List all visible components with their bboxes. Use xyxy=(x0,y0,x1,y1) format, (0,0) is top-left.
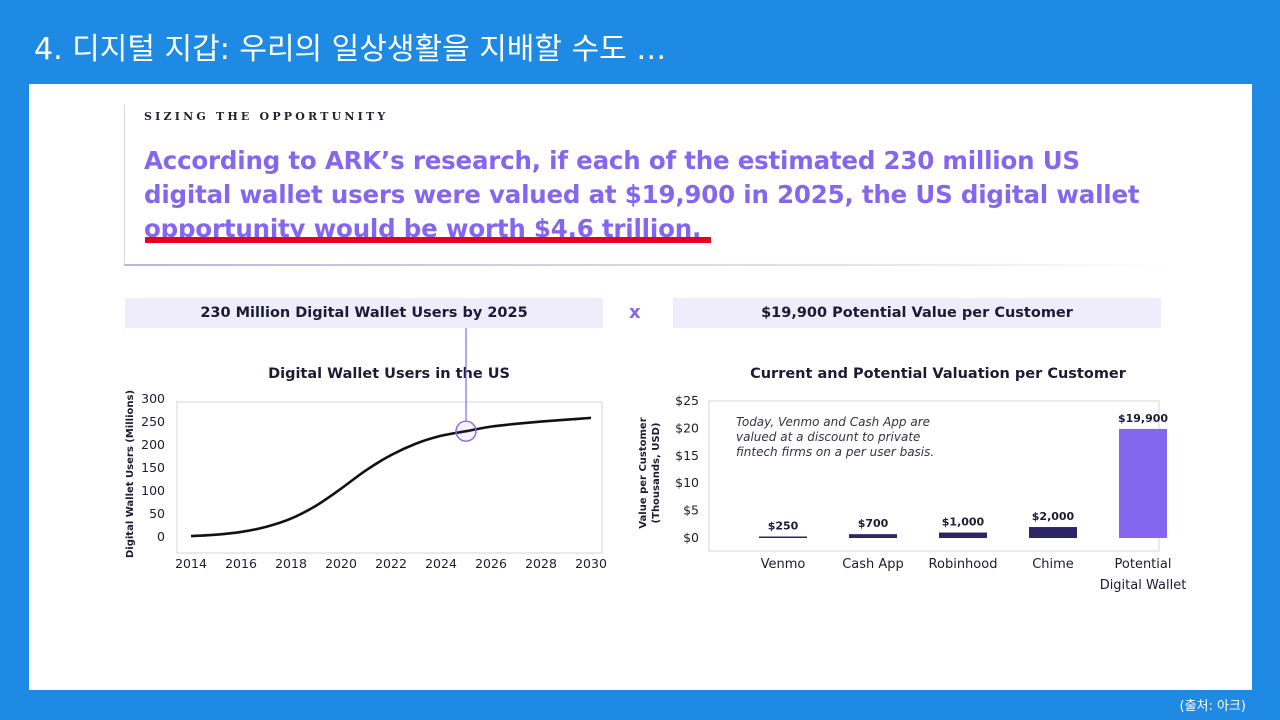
category-label: Robinhood xyxy=(929,557,998,572)
y-tick-label: $15 xyxy=(675,448,699,463)
highlight-circle xyxy=(455,420,477,442)
line-series xyxy=(190,416,592,538)
x-tick-label: 2024 xyxy=(425,556,457,571)
y-tick-label: 150 xyxy=(141,460,165,475)
red-underline xyxy=(145,237,711,243)
bar-value-label: $1,000 xyxy=(942,516,985,529)
y-tick-label: $25 xyxy=(675,393,699,408)
headline-divider xyxy=(124,264,1174,266)
bar-chart-annotation: Today, Venmo and Cash App are valued at a… xyxy=(736,415,934,459)
bar-value-label: $19,900 xyxy=(1118,412,1168,425)
y-tick-label: $10 xyxy=(675,475,699,490)
y-tick-label: $0 xyxy=(683,530,699,545)
bar xyxy=(849,534,897,538)
category-label: Venmo xyxy=(761,557,806,572)
category-label: Cash App xyxy=(842,557,904,572)
y-tick-label: 250 xyxy=(141,414,165,429)
y-tick-label: 300 xyxy=(141,391,165,406)
y-tick-label: 200 xyxy=(141,437,165,452)
x-tick-label: 2028 xyxy=(525,556,557,571)
value-band: $19,900 Potential Value per Customer xyxy=(673,298,1161,328)
headline-left-rule xyxy=(124,104,125,266)
line-chart-title: Digital Wallet Users in the US xyxy=(268,366,510,382)
x-tick-label: 2016 xyxy=(225,556,257,571)
bar-chart-ylabel: Value per Customer (Thousands, USD) xyxy=(638,417,662,528)
x-tick-label: 2022 xyxy=(375,556,407,571)
slide-title: 4. 디지털 지갑: 우리의 일상생활을 지배할 수도 … xyxy=(34,32,667,67)
bar-chart-ylabel-line1: Value per Customer xyxy=(638,417,649,528)
y-tick-label: 50 xyxy=(149,506,165,521)
line-chart-ylabel: Digital Wallet Users (Millions) xyxy=(125,390,136,558)
bar-value-label: $250 xyxy=(768,520,799,533)
bar xyxy=(939,532,987,538)
source-note: (출처: 아크) xyxy=(1179,699,1247,714)
bar-value-label: $2,000 xyxy=(1032,510,1075,523)
users-band: 230 Million Digital Wallet Users by 2025 xyxy=(125,298,603,328)
category-label: Potential Digital Wallet xyxy=(1100,557,1187,593)
bar-value-label: $700 xyxy=(858,517,889,530)
bar xyxy=(1119,428,1167,538)
y-tick-label: 0 xyxy=(157,529,165,544)
category-label: Chime xyxy=(1032,557,1074,572)
x-tick-label: 2030 xyxy=(575,556,607,571)
x-tick-label: 2014 xyxy=(175,556,207,571)
line-chart-plot-frame xyxy=(176,401,603,554)
bar-chart-ylabel-line2: (Thousands, USD) xyxy=(651,423,662,524)
x-tick-label: 2018 xyxy=(275,556,307,571)
y-tick-label: $5 xyxy=(683,503,699,518)
users-line-chart: Digital Wallet Users in the US Digital W… xyxy=(125,328,607,571)
bar-chart-title: Current and Potential Valuation per Cust… xyxy=(750,366,1127,382)
bar xyxy=(759,536,807,538)
x-tick-label: 2020 xyxy=(325,556,357,571)
headline-text: According to ARK’s research, if each of … xyxy=(144,146,1140,209)
eyebrow-label: SIZING THE OPPORTUNITY xyxy=(144,110,389,123)
headline: According to ARK’s research, if each of … xyxy=(144,144,1154,246)
y-tick-label: 100 xyxy=(141,483,165,498)
y-tick-label: $20 xyxy=(675,420,699,435)
content-panel: SIZING THE OPPORTUNITY According to ARK’… xyxy=(29,84,1252,690)
valuation-bar-chart: Current and Potential Valuation per Cust… xyxy=(638,366,1186,593)
multiply-sign: x xyxy=(629,302,641,323)
bar xyxy=(1029,527,1077,538)
x-tick-label: 2026 xyxy=(475,556,507,571)
